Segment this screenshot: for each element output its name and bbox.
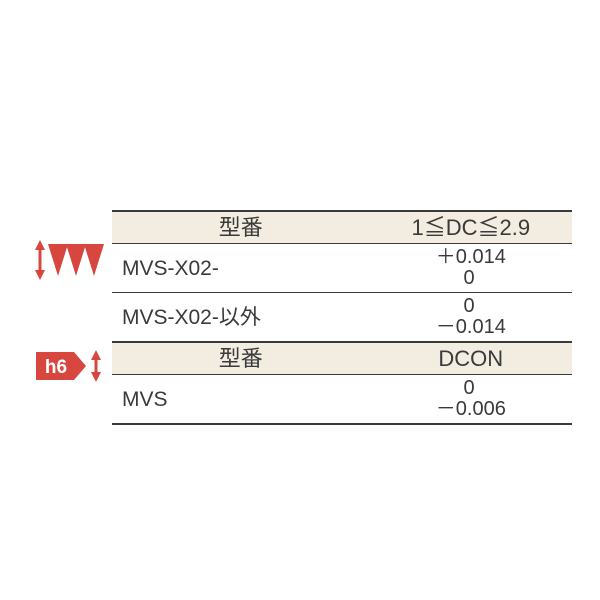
vertical-arrow-icon (91, 350, 101, 382)
cell-model: MVS (112, 375, 370, 425)
vertical-arrow-icon (35, 240, 45, 280)
header-dcon: DCON (370, 342, 572, 375)
dc-tolerance-table: 型番 1≦DC≦2.9 MVS-X02- ＋0.014 0 MVS-X02-以外… (112, 210, 572, 425)
cell-tolerance: ＋0.014 0 (370, 244, 572, 293)
drill-tip-icon (34, 238, 106, 282)
tolerance-tables: 型番 1≦DC≦2.9 MVS-X02- ＋0.014 0 MVS-X02-以外… (112, 210, 572, 425)
drill-flute-icon (48, 244, 104, 276)
cell-tolerance: 0 －0.006 (370, 375, 572, 425)
table-header-row: 型番 1≦DC≦2.9 (112, 211, 572, 244)
shank-tolerance-icon: h6 (34, 350, 106, 382)
table-row: MVS-X02-以外 0 －0.014 (112, 293, 572, 343)
header-model: 型番 (112, 342, 370, 375)
header-dc-range: 1≦DC≦2.9 (370, 211, 572, 244)
shank-tolerance-label: h6 (45, 357, 67, 378)
tolerance-spec-figure: h6 型番 1≦DC≦2.9 MVS-X02- ＋0.014 0 (0, 0, 600, 600)
h6-tag-icon: h6 (36, 352, 86, 380)
table-header-row: 型番 DCON (112, 342, 572, 375)
cell-model: MVS-X02- (112, 244, 370, 293)
cell-tolerance: 0 －0.014 (370, 293, 572, 343)
cell-model: MVS-X02-以外 (112, 293, 370, 343)
table-row: MVS 0 －0.006 (112, 375, 572, 425)
header-model: 型番 (112, 211, 370, 244)
table-row: MVS-X02- ＋0.014 0 (112, 244, 572, 293)
